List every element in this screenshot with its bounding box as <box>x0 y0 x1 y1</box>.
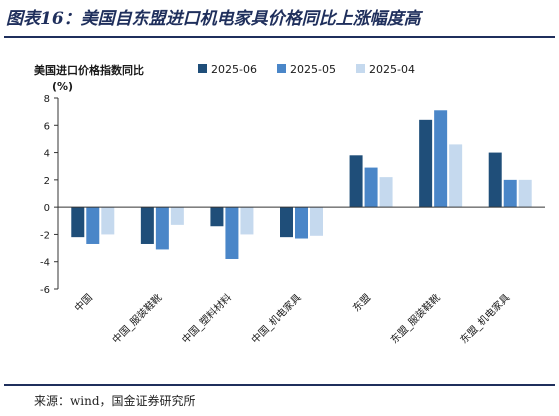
bar <box>349 155 363 208</box>
bar <box>170 207 184 225</box>
bar <box>155 207 169 250</box>
x-tick-label: 东盟_服装鞋靴 <box>388 291 443 346</box>
y-tick-label: 0 <box>44 203 50 214</box>
bar <box>488 152 502 208</box>
bar <box>140 207 154 244</box>
figure-title: 图表16：美国自东盟进口机电家具价格同比上涨幅度高 <box>6 9 421 29</box>
bar <box>280 207 293 238</box>
y-tick-label: 6 <box>44 121 50 132</box>
y-tick-label: 8 <box>44 94 50 105</box>
x-tick-label: 中国 <box>72 291 95 314</box>
x-tick-label: 中国_机电家具 <box>248 291 303 346</box>
y-axis-unit: (%) <box>52 80 73 93</box>
bar <box>364 167 378 208</box>
bar <box>71 207 85 238</box>
legend-label: 2025-06 <box>211 63 257 76</box>
x-tick-label: 中国_塑料材料 <box>179 291 234 346</box>
source-note: 来源：wind，国金证券研究所 <box>34 394 196 408</box>
bar <box>86 207 100 244</box>
bar <box>449 144 463 208</box>
bar-chart: 美国进口价格指数同比 (%) 2025-06 2025-05 2025-04 -6-… <box>34 63 545 346</box>
bottom-rule <box>4 384 555 386</box>
top-rule <box>4 36 555 38</box>
bar <box>295 207 308 239</box>
y-tick-label: -4 <box>40 258 50 269</box>
bar <box>210 207 224 227</box>
bar <box>503 179 517 208</box>
bar <box>518 179 532 208</box>
x-tick-label: 东盟 <box>350 291 373 314</box>
legend-label: 2025-05 <box>290 63 336 76</box>
x-tick-label: 中国_服装鞋靴 <box>109 291 164 346</box>
bar <box>310 207 323 236</box>
legend-swatch <box>356 64 365 73</box>
bar <box>225 207 239 259</box>
bar <box>419 119 433 208</box>
legend-swatch <box>277 64 286 73</box>
bar <box>434 110 448 208</box>
legend-label: 2025-04 <box>369 63 415 76</box>
x-tick-label: 东盟_机电家具 <box>457 291 512 346</box>
bar <box>240 207 254 235</box>
bar <box>379 177 393 208</box>
chart-title: 美国进口价格指数同比 <box>34 63 144 77</box>
bars <box>71 110 532 259</box>
y-axis: -6 -4 -2 0 2 4 6 8 <box>40 94 59 296</box>
y-tick-label: -2 <box>40 230 50 241</box>
legend: 2025-06 2025-05 2025-04 <box>198 63 415 76</box>
y-tick-label: 4 <box>44 149 50 160</box>
y-tick-label: 2 <box>44 176 50 187</box>
bar <box>101 207 115 235</box>
y-tick-label: -6 <box>40 285 50 296</box>
legend-swatch <box>198 64 207 73</box>
